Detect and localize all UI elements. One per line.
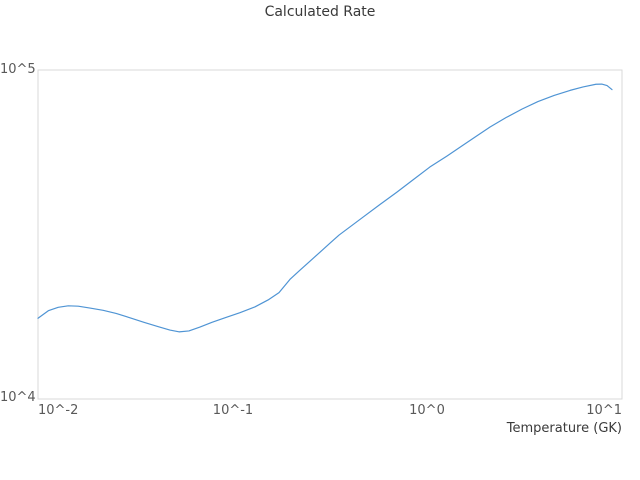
x-tick-1e0: 10^0 (409, 403, 445, 418)
chart-title: Calculated Rate (264, 4, 376, 20)
y-tick-1e5: 10^5 (0, 62, 36, 77)
rate-curve-line (37, 83, 613, 333)
plot-border (37, 69, 623, 400)
x-tick-1e1: 10^1 (586, 403, 622, 418)
x-tick-1e-1: 10^-1 (212, 403, 254, 418)
x-axis-label: Temperature (GK) (506, 421, 622, 436)
x-tick-1e-2: 10^-2 (38, 403, 79, 418)
y-tick-1e4: 10^4 (0, 390, 36, 405)
